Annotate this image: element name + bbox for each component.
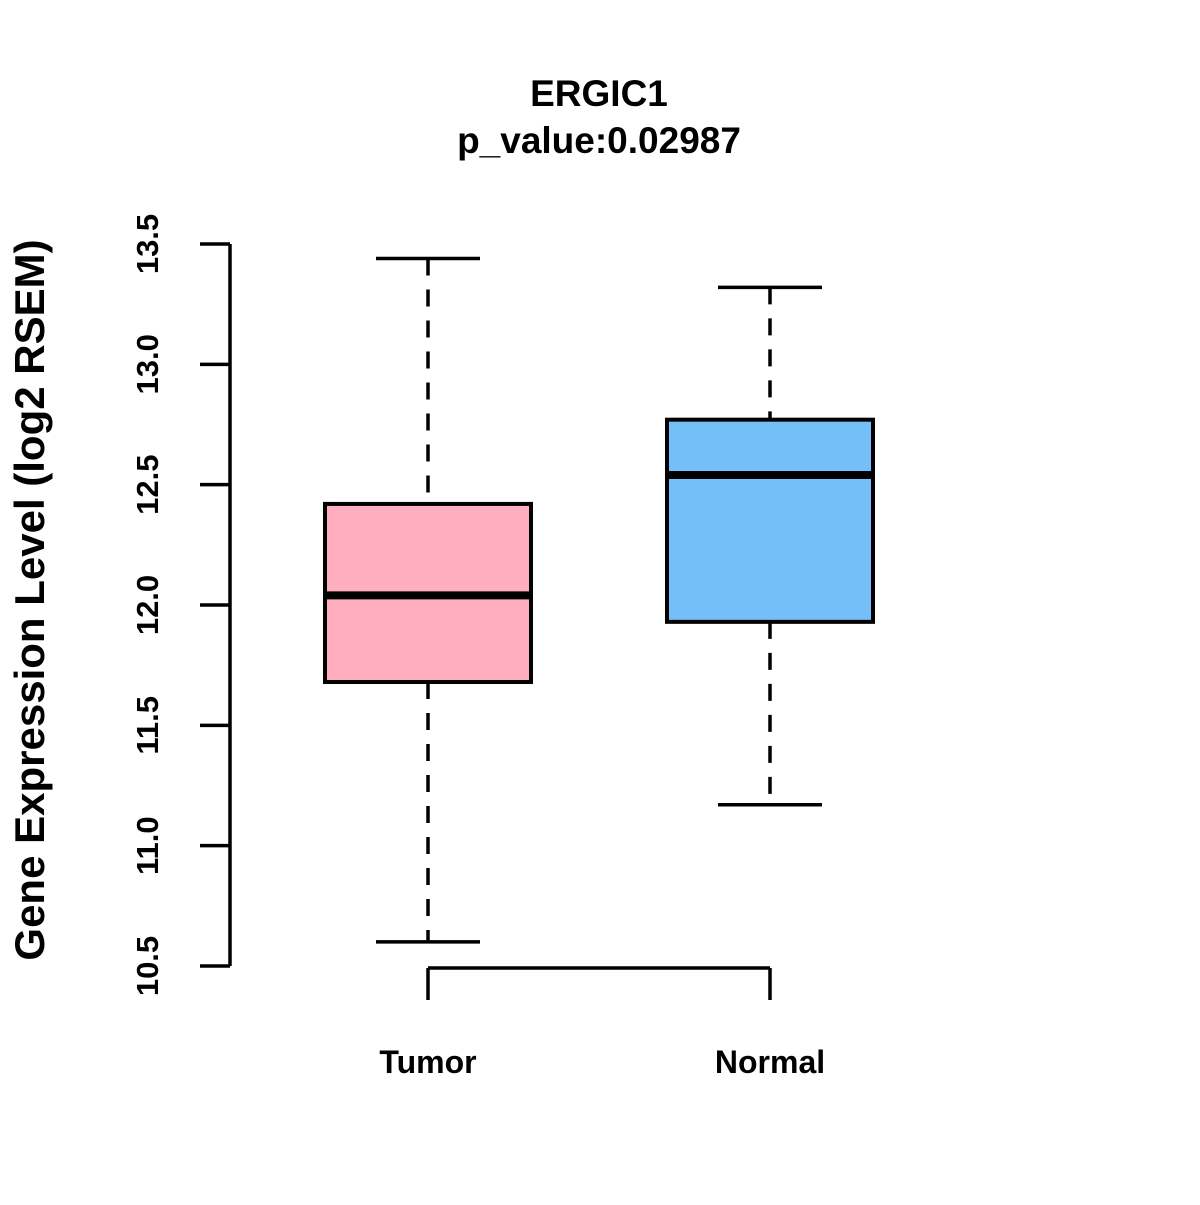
y-tick-label: 12.5	[130, 454, 165, 514]
y-tick-label: 10.5	[130, 936, 165, 996]
chart-title: ERGIC1	[530, 73, 668, 114]
x-axis-label: Tumor	[379, 1044, 476, 1080]
x-axis: Tumor Normal	[379, 966, 825, 1080]
y-tick-label: 13.5	[130, 214, 165, 274]
y-tick-label: 11.0	[130, 816, 165, 875]
chart-subtitle: p_value:0.02987	[457, 120, 741, 161]
iqr-box-normal	[665, 417, 875, 624]
x-axis-label: Normal	[715, 1044, 825, 1080]
y-axis: 10.5 11.0 11.5 12.0 12.5 13.0 13.5	[130, 214, 232, 996]
y-tick-label: 12.0	[130, 575, 165, 635]
y-tick-label: 11.5	[130, 696, 165, 755]
boxes-layer	[323, 256, 875, 944]
y-axis-title: Gene Expression Level (log2 RSEM)	[6, 239, 53, 960]
y-tick-label: 13.0	[130, 334, 165, 394]
